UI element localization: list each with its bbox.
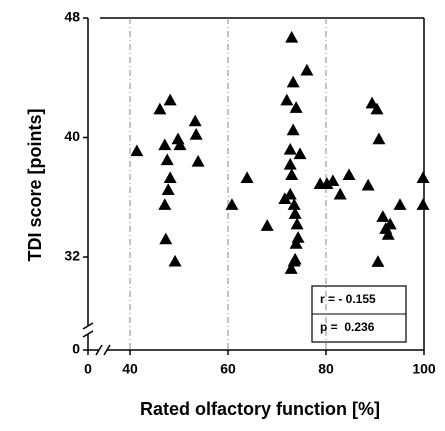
- point: [191, 154, 205, 167]
- x-axis-title: Rated olfactory function [%]: [140, 399, 380, 419]
- y-tick-label: 32: [64, 248, 80, 264]
- point: [260, 219, 274, 231]
- y-tick-label: 0: [72, 341, 80, 357]
- point: [283, 187, 297, 200]
- point: [288, 207, 302, 219]
- point: [283, 142, 297, 155]
- point: [365, 96, 379, 109]
- point: [370, 102, 384, 115]
- point: [189, 128, 203, 140]
- point: [383, 217, 397, 230]
- x-tick-label: 100: [412, 361, 436, 377]
- x-tick-label: 80: [318, 361, 334, 377]
- point: [393, 198, 407, 210]
- point: [161, 183, 175, 195]
- point: [416, 198, 430, 210]
- point: [285, 168, 299, 181]
- point: [173, 138, 187, 151]
- point: [291, 231, 305, 243]
- point: [163, 171, 177, 184]
- point: [159, 232, 173, 245]
- point: [376, 210, 390, 222]
- point: [285, 30, 299, 43]
- point: [286, 123, 300, 136]
- point: [283, 157, 297, 170]
- point: [284, 262, 298, 274]
- point: [160, 153, 174, 166]
- point: [381, 228, 395, 240]
- point: [163, 93, 177, 106]
- point: [333, 187, 347, 200]
- point: [171, 132, 185, 145]
- point: [371, 255, 385, 267]
- point: [320, 177, 334, 190]
- point: [225, 198, 239, 210]
- point: [158, 198, 172, 210]
- point: [286, 75, 300, 88]
- x-tick-label: 60: [220, 361, 236, 377]
- frame: [82, 17, 425, 356]
- point: [290, 217, 304, 230]
- point: [342, 168, 356, 181]
- point: [188, 114, 202, 127]
- point: [300, 63, 314, 76]
- point: [372, 132, 386, 145]
- point: [289, 237, 303, 249]
- x-tick-label: 0: [84, 361, 92, 377]
- point: [158, 138, 172, 151]
- point: [280, 93, 294, 106]
- y-axis-title: TDI score [points]: [25, 108, 45, 261]
- point: [168, 254, 182, 267]
- y-tick-label: 48: [64, 9, 80, 25]
- point: [326, 174, 340, 187]
- annotation: p = 0.236: [320, 320, 375, 334]
- point: [130, 144, 144, 157]
- point: [293, 147, 307, 160]
- annotation: r = - 0.155: [320, 292, 376, 306]
- point: [287, 198, 301, 210]
- point: [153, 102, 167, 115]
- x-tick-label: 40: [122, 361, 138, 377]
- y-tick-label: 40: [64, 128, 80, 144]
- point: [416, 171, 430, 184]
- point: [289, 101, 303, 113]
- point: [361, 178, 375, 191]
- point: [240, 171, 254, 184]
